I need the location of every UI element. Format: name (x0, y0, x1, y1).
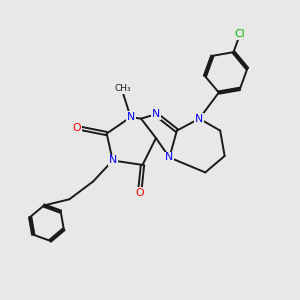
Text: N: N (109, 155, 117, 166)
Text: N: N (195, 114, 203, 124)
Text: Cl: Cl (235, 29, 245, 39)
Text: N: N (127, 112, 135, 122)
Text: O: O (135, 188, 144, 198)
Text: N: N (152, 109, 160, 119)
Text: O: O (73, 123, 81, 133)
Text: CH₃: CH₃ (115, 84, 131, 93)
Text: N: N (165, 152, 173, 163)
